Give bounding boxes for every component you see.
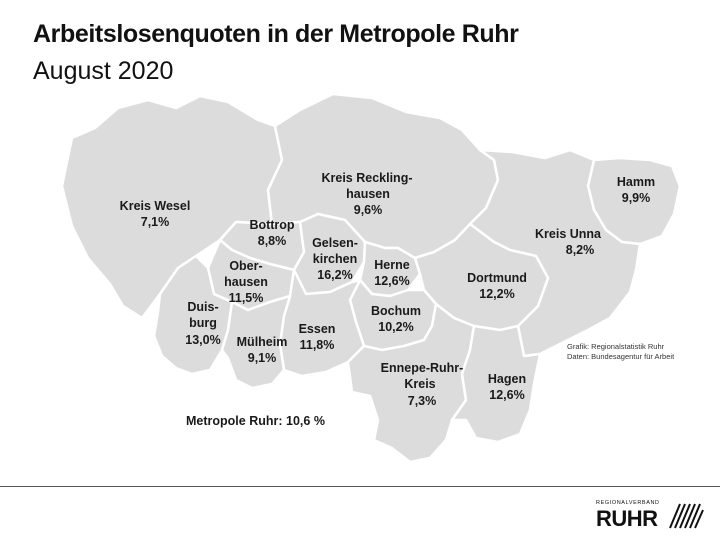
region-value: 12,6% [489,388,524,402]
region-value: 8,2% [566,243,595,257]
region-name: Gelsen- [312,236,358,250]
region-name: burg [189,316,217,330]
label-muelheim: Mülheim 9,1% [237,335,288,365]
label-essen: Essen 11,8% [299,322,336,352]
total-value: 10,6 % [286,414,325,428]
region-name: Mülheim [237,335,288,349]
region-value: 9,1% [248,351,277,365]
region-hagen[interactable] [450,324,542,444]
label-hagen: Hagen 12,6% [488,372,526,402]
map-title: Arbeitslosenquoten in der Metropole Ruhr [33,20,519,48]
metropole-ruhr-total: Metropole Ruhr: 10,6 % [186,414,325,428]
region-name: hausen [224,275,268,289]
region-name: Kreis Wesel [120,199,191,213]
label-herne: Herne 12,6% [374,258,409,288]
region-value: 9,9% [622,191,651,205]
region-name: Dortmund [467,271,527,285]
region-name: Herne [374,258,409,272]
region-name: Duis- [187,300,218,314]
region-value: 11,8% [300,338,335,352]
region-value: 7,1% [141,215,170,229]
region-name: Bochum [371,304,421,318]
logo-top-text: REGIONALVERBAND [596,500,660,506]
total-label: Metropole Ruhr: [186,414,283,428]
region-value: 11,5% [229,291,264,305]
region-value: 12,6% [374,274,409,288]
region-name: Hagen [488,372,526,386]
source-note: Grafik: Regionalstatistik Ruhr Daten: Bu… [567,342,674,362]
label-hamm: Hamm 9,9% [617,175,655,205]
region-name: Kreis Reckling- [321,171,412,185]
region-value: 7,3% [408,394,437,408]
rvr-logo: REGIONALVERBAND RUHR [596,500,706,532]
region-name: hausen [346,187,390,201]
region-value: 13,0% [185,333,220,347]
source-data: Daten: Bundesagentur für Arbeit [567,352,675,361]
region-name: kirchen [313,252,357,266]
region-value: 12,2% [479,287,514,301]
label-ennepe-ruhr: Ennepe-Ruhr- Kreis 7,3% [381,361,464,408]
region-value: 8,8% [258,234,287,248]
label-wesel: Kreis Wesel 7,1% [120,199,191,229]
label-oberhausen: Ober- hausen 11,5% [224,259,268,305]
label-gelsenkirchen: Gelsen- kirchen 16,2% [312,236,358,282]
region-value: 10,2% [378,320,413,334]
label-unna: Kreis Unna 8,2% [535,227,602,257]
region-value: 9,6% [354,203,383,217]
label-bottrop: Bottrop 8,8% [249,218,294,248]
region-name: Kreis [404,377,435,391]
logo-word: RUHR [596,506,658,531]
region-name: Kreis Unna [535,227,602,241]
source-graphic: Grafik: Regionalstatistik Ruhr [567,342,665,351]
region-name: Ennepe-Ruhr- [381,361,464,375]
footer-divider [0,486,720,487]
label-dortmund: Dortmund 12,2% [467,271,527,301]
region-name: Essen [299,322,336,336]
label-bochum: Bochum 10,2% [371,304,421,334]
region-name: Ober- [229,259,262,273]
region-name: Bottrop [249,218,294,232]
region-name: Hamm [617,175,655,189]
map-subtitle: August 2020 [33,57,174,85]
label-recklinghausen: Kreis Reckling- hausen 9,6% [321,171,412,217]
region-value: 16,2% [317,268,352,282]
logo-stripes-icon [669,503,704,529]
region-muelheim[interactable] [220,294,292,390]
label-duisburg: Duis- burg 13,0% [185,300,220,347]
